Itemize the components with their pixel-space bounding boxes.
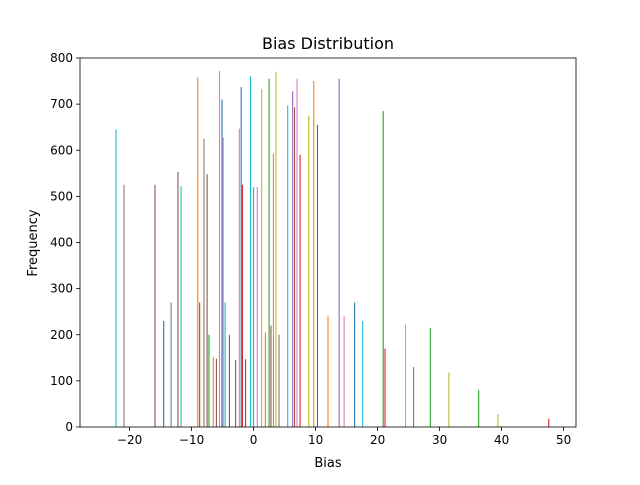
- histogram-bar: [264, 332, 266, 427]
- histogram-bar: [249, 76, 252, 427]
- histogram-bar: [208, 334, 210, 427]
- x-tick-label: 10: [308, 433, 323, 447]
- histogram-bar: [299, 154, 301, 428]
- histogram-bar: [170, 302, 172, 427]
- histogram-bar: [215, 358, 217, 427]
- histogram-bar: [382, 111, 384, 427]
- histogram-bar: [478, 390, 480, 427]
- y-tick-label: 600: [50, 143, 73, 157]
- histogram-bar: [429, 327, 431, 427]
- histogram-bar: [256, 187, 258, 427]
- histogram-bar: [338, 78, 340, 427]
- histogram-bar: [238, 128, 240, 427]
- histogram-bar: [448, 372, 450, 427]
- x-axis: −20 −10 0 10 20 30 40 50: [117, 427, 571, 447]
- histogram-bar: [384, 348, 386, 427]
- plot-frame: [79, 57, 577, 428]
- histogram-bar: [235, 360, 237, 427]
- x-tick-label: 20: [370, 433, 385, 447]
- histogram-bar: [548, 418, 550, 427]
- histogram-bar: [272, 153, 274, 428]
- histogram-bar: [313, 81, 315, 427]
- histogram-bar: [275, 71, 277, 427]
- histogram-bar: [221, 99, 223, 427]
- histogram-bar: [222, 137, 224, 427]
- histogram-bar: [241, 184, 243, 427]
- y-axis: 0 100 200 300 400 500 600 700 800: [50, 51, 80, 434]
- histogram-bar: [287, 105, 289, 427]
- histogram-bar: [203, 138, 205, 427]
- histogram-bar: [177, 171, 179, 427]
- y-tick-label: 400: [50, 236, 73, 250]
- histogram-bar: [240, 87, 242, 427]
- histogram-bar: [354, 302, 356, 427]
- bars-group: [115, 70, 550, 428]
- y-tick-label: 0: [65, 420, 73, 434]
- histogram-bar: [404, 324, 407, 427]
- histogram-bar: [308, 115, 310, 427]
- histogram-bar: [316, 124, 319, 427]
- histogram-bar: [327, 316, 329, 427]
- x-tick-label: 50: [556, 433, 571, 447]
- histogram-bar: [206, 174, 208, 427]
- x-tick-label: 30: [432, 433, 447, 447]
- chart-title: Bias Distribution: [262, 34, 394, 53]
- histogram-bar: [199, 302, 201, 427]
- histogram-bar: [293, 107, 296, 427]
- histogram-bar: [224, 302, 226, 427]
- histogram-bar: [197, 77, 199, 428]
- histogram-bar: [343, 316, 345, 427]
- y-tick-label: 100: [50, 374, 73, 388]
- histogram-bar: [180, 186, 182, 427]
- histogram-bar: [253, 187, 255, 427]
- y-tick-label: 200: [50, 328, 73, 342]
- x-tick-label: −20: [117, 433, 142, 447]
- x-axis-label: Bias: [314, 456, 341, 471]
- y-axis-label: Frequency: [26, 209, 41, 276]
- y-tick-label: 700: [50, 97, 73, 111]
- histogram-bar: [497, 414, 499, 427]
- histogram-bar: [292, 91, 294, 428]
- x-tick-label: −10: [179, 433, 204, 447]
- y-tick-label: 300: [50, 282, 73, 296]
- histogram-bar: [123, 184, 125, 427]
- histogram-bar: [154, 184, 156, 427]
- histogram-bar: [278, 334, 280, 427]
- histogram-bar: [296, 78, 298, 427]
- histogram-bar: [362, 320, 364, 427]
- histogram-bar: [115, 129, 117, 428]
- y-tick-label: 800: [50, 51, 73, 65]
- x-tick-label: 0: [250, 433, 258, 447]
- histogram-bar: [413, 367, 415, 427]
- histogram-bar: [244, 359, 247, 427]
- histogram-bar: [212, 356, 214, 427]
- histogram-bar: [261, 88, 263, 428]
- histogram-bar: [228, 334, 230, 427]
- histogram-bar: [268, 78, 270, 427]
- histogram-bar: [163, 320, 165, 427]
- histogram-bar: [218, 70, 221, 428]
- histogram-bar: [270, 325, 272, 427]
- x-tick-label: 40: [494, 433, 509, 447]
- y-tick-label: 500: [50, 189, 73, 203]
